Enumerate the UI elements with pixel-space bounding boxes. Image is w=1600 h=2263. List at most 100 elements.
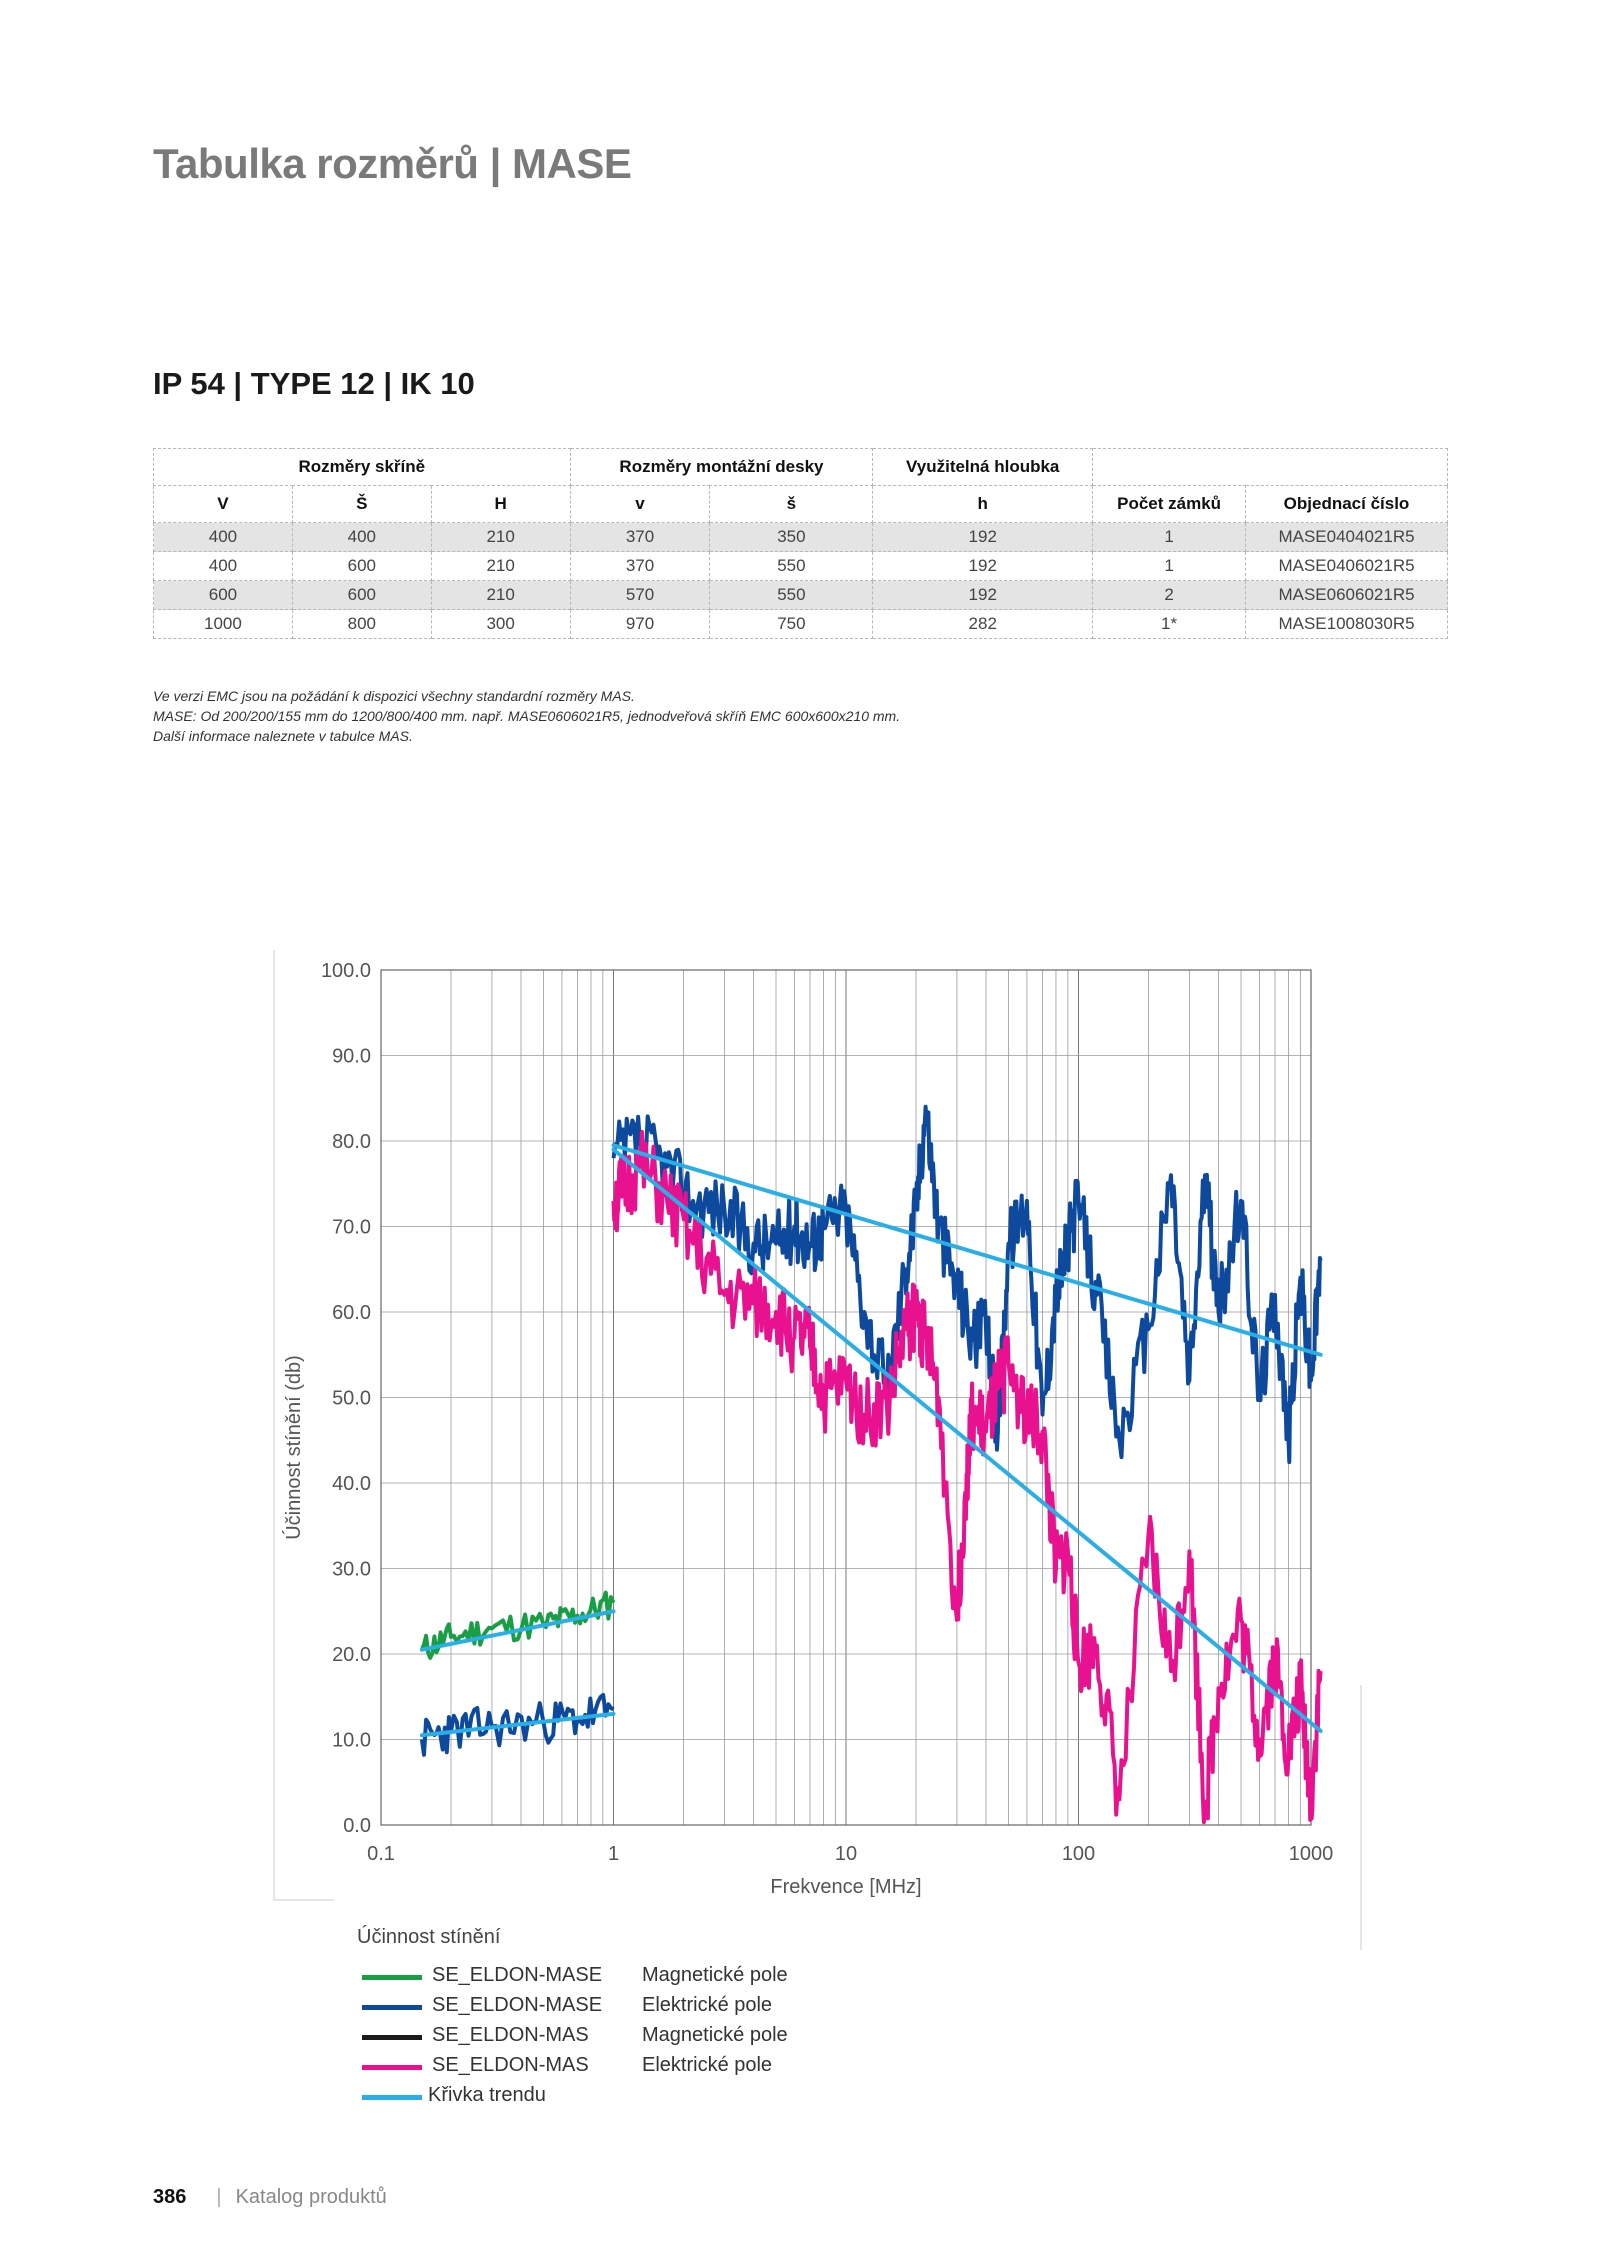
table-cell: 282: [872, 609, 1094, 639]
footnote-line: Ve verzi EMC jsou na požádání k dispozic…: [153, 688, 635, 704]
x-tick-label: 100: [1062, 1843, 1095, 1865]
legend-field-type: Magnetické pole: [642, 2024, 788, 2046]
footnote-line: MASE: Od 200/200/155 mm do 1200/800/400 …: [153, 708, 901, 724]
table-cell: MASE0406021R5: [1245, 551, 1448, 581]
y-tick-label: 40.0: [332, 1473, 371, 1495]
trend-line: [419, 1609, 616, 1652]
table-cell: 400: [153, 522, 293, 552]
series-line-electric-mase: [611, 1104, 1323, 1465]
table-cell: 970: [569, 609, 711, 639]
y-tick-label: 70.0: [332, 1217, 371, 1239]
x-tick-label: 1: [608, 1843, 619, 1865]
table-row: 1000 800 300 970 750 282 1* MASE1008030R5: [153, 609, 1448, 639]
x-axis-label: Frekvence [MHz]: [770, 1876, 921, 1898]
col-header: h: [872, 485, 1094, 523]
table-cell: 210: [430, 551, 571, 581]
table-cell: 1: [1092, 551, 1247, 581]
table-cell: 800: [291, 609, 432, 639]
x-tick-label: 10: [835, 1843, 857, 1865]
y-axis-label: Účinnost stínění (db): [282, 1355, 305, 1540]
group-empty: [1092, 448, 1448, 486]
legend-series-name: SE_ELDON-MASE: [432, 1994, 603, 2016]
group-cabinet-dims: Rozměry skříně: [153, 448, 571, 486]
group-usable-depth: Využitelná hloubka: [872, 448, 1094, 486]
legend-series-name: SE_ELDON-MAS: [432, 2054, 589, 2076]
trend-line: [611, 1147, 1323, 1733]
table-group-row: Rozměry skříně Rozměry montážní desky Vy…: [153, 448, 1448, 486]
series-line-electric-mas: [611, 1129, 1323, 1825]
table-cell: 300: [430, 609, 571, 639]
table-cell: 2: [1092, 580, 1247, 610]
trend-line: [611, 1143, 1323, 1357]
y-tick-label: 0.0: [343, 1815, 371, 1837]
table-cell: 192: [872, 551, 1094, 581]
page-footer: 386 | Katalog produktů: [153, 2186, 387, 2209]
table-cell: 600: [291, 551, 432, 581]
group-mounting-plate-dims: Rozměry montážní desky: [569, 448, 874, 486]
table-cell: 570: [569, 580, 711, 610]
col-header: v: [569, 485, 711, 523]
legend-field-type: Elektrické pole: [642, 1994, 773, 2016]
legend-series-name: SE_ELDON-MASE: [432, 1964, 603, 1986]
table-cell: 400: [291, 522, 432, 552]
y-tick-label: 60.0: [332, 1302, 371, 1324]
table-cell: 600: [291, 580, 432, 610]
table-row: 400 600 210 370 550 192 1 MASE0406021R5: [153, 551, 1448, 581]
legend-swatch: [362, 2035, 422, 2040]
col-header: š: [709, 485, 874, 523]
x-tick-label: 1000: [1289, 1843, 1334, 1865]
table-cell: 210: [430, 522, 571, 552]
legend-title: Účinnost stínění: [357, 1926, 501, 1948]
y-tick-label: 10.0: [332, 1730, 371, 1752]
y-tick-label: 90.0: [332, 1046, 371, 1068]
table-cell: 400: [153, 551, 293, 581]
legend-swatch: [362, 2065, 422, 2070]
legend-field-type: Elektrické pole: [642, 2054, 773, 2076]
page-title: Tabulka rozměrů | MASE: [153, 140, 632, 187]
table-cell: 370: [569, 522, 711, 552]
dimensions-table: Rozměry skříně Rozměry montážní desky Vy…: [153, 448, 1448, 639]
col-header: Počet zámků: [1092, 485, 1247, 523]
plot-area: [380, 969, 1312, 1826]
table-cell: 1: [1092, 522, 1247, 552]
table-cell: 550: [709, 580, 874, 610]
table-cell: MASE1008030R5: [1245, 609, 1448, 639]
catalog-name: Katalog produktů: [235, 2186, 387, 2208]
col-header: H: [430, 485, 571, 523]
y-tick-label: 80.0: [332, 1131, 371, 1153]
col-header: Š: [291, 485, 432, 523]
table-cell: 350: [709, 522, 874, 552]
table-row: 400 400 210 370 350 192 1 MASE0404021R5: [153, 522, 1448, 552]
table-cell: 192: [872, 580, 1094, 610]
table-cell: MASE0606021R5: [1245, 580, 1448, 610]
shielding-effectiveness-chart: 0.0 10.0 20.0 30.0 40.0 50.0 60.0 70.0 80.0 90.0 1…: [273, 950, 1362, 1950]
table-cell: 1000: [153, 609, 293, 639]
trend-line: [419, 1711, 616, 1738]
legend-series-name: SE_ELDON-MAS: [432, 2024, 589, 2046]
legend-swatch: [362, 2005, 422, 2010]
y-tick-label: 100.0: [321, 960, 371, 982]
section-title: IP 54 | TYPE 12 | IK 10: [153, 366, 475, 401]
footnote-line: Další informace naleznete v tabulce MAS.: [153, 728, 413, 744]
legend-swatch: [362, 2095, 422, 2100]
table-cell: 600: [153, 580, 293, 610]
legend-swatch: [362, 1975, 422, 1980]
table-cell: 192: [872, 522, 1094, 552]
chart-frame: [273, 950, 334, 1901]
y-tick-label: 50.0: [332, 1388, 371, 1410]
table-header-row: V Š H v š h Počet zámků Objednací číslo: [153, 485, 1448, 523]
y-tick-label: 30.0: [332, 1559, 371, 1581]
table-cell: 750: [709, 609, 874, 639]
col-header: V: [153, 485, 293, 523]
legend-field-type: Magnetické pole: [642, 1964, 788, 1986]
table-cell: 1*: [1092, 609, 1247, 639]
col-header: Objednací číslo: [1245, 485, 1448, 523]
table-cell: 550: [709, 551, 874, 581]
footnote: Ve verzi EMC jsou na požádání k dispozic…: [153, 686, 900, 746]
page-number: 386: [153, 2186, 187, 2208]
footer-separator: |: [216, 2186, 222, 2208]
table-cell: 370: [569, 551, 711, 581]
x-tick-label: 0.1: [367, 1843, 395, 1865]
table-cell: 210: [430, 580, 571, 610]
series-line-electric-mase: [419, 1693, 615, 1757]
